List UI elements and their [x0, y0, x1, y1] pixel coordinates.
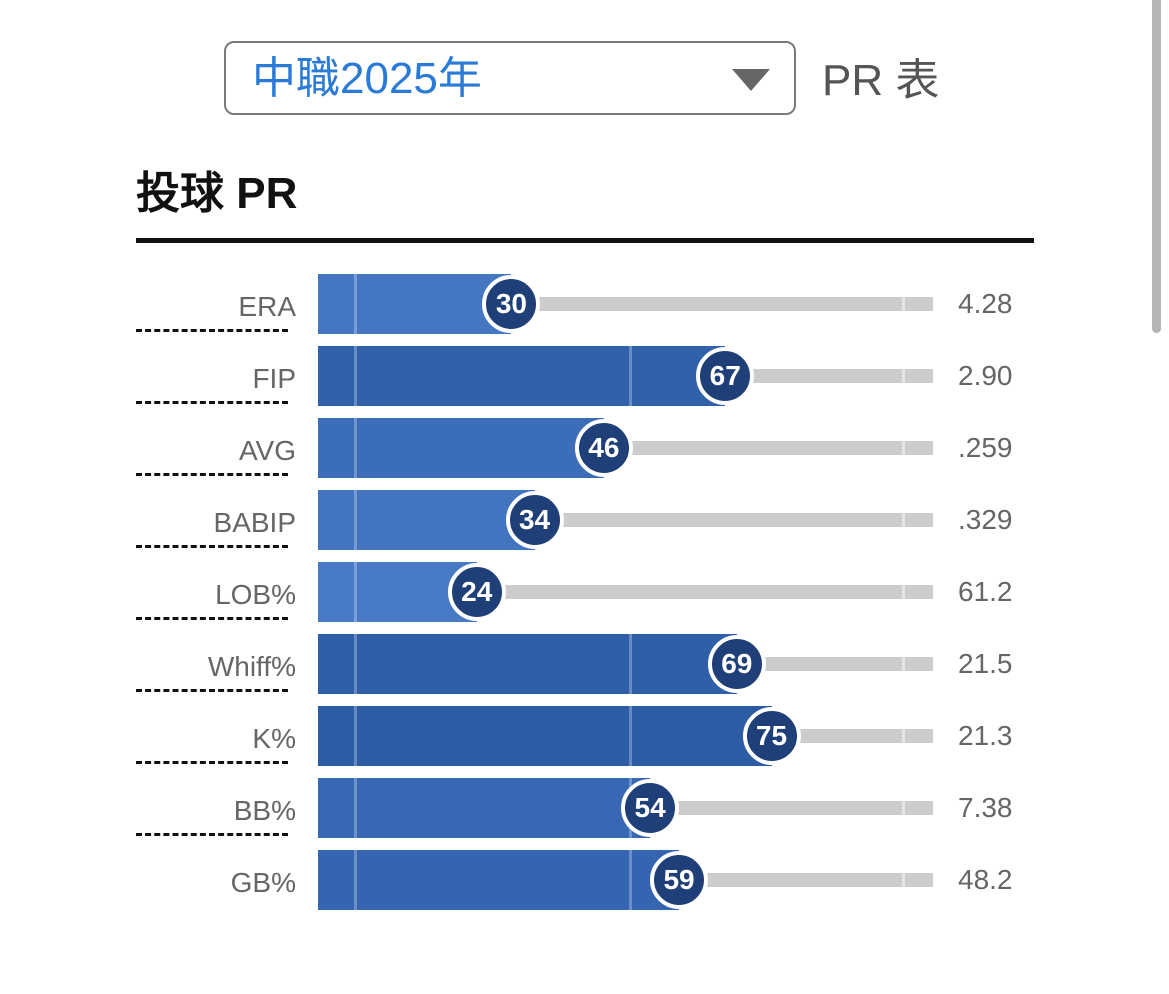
- league-year-select-value: 中職2025年: [252, 54, 482, 103]
- gridline-90: [902, 657, 905, 671]
- gridline-50: [629, 850, 632, 910]
- stat-value: 2.90: [958, 360, 1013, 391]
- pr-badge: 34: [505, 491, 564, 549]
- pr-badge: 75: [742, 707, 801, 765]
- pr-bar: [318, 850, 680, 910]
- row-separator: [136, 473, 288, 476]
- pr-row: BB% 54 7.38: [0, 761, 1169, 838]
- pr-row: K% 75 21.3: [0, 689, 1169, 766]
- gridline-90: [902, 873, 905, 887]
- pr-badge: 46: [574, 419, 633, 477]
- gridline-10: [354, 562, 357, 622]
- gridline-90: [902, 297, 905, 311]
- stat-value: .329: [958, 504, 1013, 535]
- pr-bar: [318, 778, 651, 838]
- pr-track: [650, 801, 933, 815]
- gridline-10: [354, 778, 357, 838]
- pr-track: [725, 369, 933, 383]
- gridline-50: [629, 706, 632, 766]
- pr-badge: 30: [482, 275, 541, 333]
- stat-label: BB%: [233, 795, 296, 826]
- row-separator: [136, 689, 288, 692]
- row-separator: [136, 545, 288, 548]
- pr-bar: [318, 346, 726, 406]
- stat-label: ERA: [238, 291, 296, 322]
- pr-row: AVG 46 .259: [0, 401, 1169, 478]
- gridline-10: [354, 706, 357, 766]
- page-title-suffix: PR 表: [822, 56, 940, 105]
- stat-label: LOB%: [215, 579, 296, 610]
- row-separator: [136, 617, 288, 620]
- gridline-10: [354, 490, 357, 550]
- chevron-down-icon: [732, 69, 770, 91]
- gridline-10: [354, 274, 357, 334]
- stat-value: 7.38: [958, 792, 1013, 823]
- pr-row: ERA 30 4.28: [0, 274, 1169, 334]
- pr-badge: 67: [696, 347, 755, 405]
- gridline-10: [354, 850, 357, 910]
- gridline-90: [902, 513, 905, 527]
- pr-row: FIP 67 2.90: [0, 329, 1169, 406]
- pr-track: [679, 873, 933, 887]
- gridline-10: [354, 634, 357, 694]
- gridline-90: [902, 441, 905, 455]
- stat-value: 61.2: [958, 576, 1013, 607]
- pr-bar: [318, 418, 604, 478]
- stat-label: AVG: [238, 435, 296, 466]
- stat-value: 48.2: [958, 864, 1013, 895]
- row-separator: [136, 761, 288, 764]
- gridline-10: [354, 346, 357, 406]
- gridline-90: [902, 729, 905, 743]
- pr-badge: 69: [707, 635, 766, 693]
- pr-bar: [318, 706, 772, 766]
- pr-bar: [318, 274, 512, 334]
- stat-label: BABIP: [213, 507, 296, 538]
- pr-row: LOB% 24 61.2: [0, 545, 1169, 622]
- pr-badge: 59: [650, 851, 709, 909]
- row-separator: [136, 329, 288, 332]
- row-separator: [136, 833, 288, 836]
- stat-value: 4.28: [958, 288, 1013, 319]
- vertical-scrollbar[interactable]: [1152, 0, 1161, 333]
- pr-badge: 54: [621, 779, 680, 837]
- pr-track: [736, 657, 933, 671]
- pr-track: [534, 513, 933, 527]
- stat-value: 21.3: [958, 720, 1013, 751]
- gridline-50: [629, 634, 632, 694]
- section-divider: [136, 238, 1034, 243]
- stat-value: 21.5: [958, 648, 1013, 679]
- pr-row: Whiff% 69 21.5: [0, 617, 1169, 694]
- pr-row: GB% 59 48.2: [0, 833, 1169, 910]
- pr-track: [771, 729, 933, 743]
- pr-badge: 24: [447, 563, 506, 621]
- pr-track: [603, 441, 933, 455]
- pr-track: [511, 297, 933, 311]
- gridline-10: [354, 418, 357, 478]
- gridline-90: [902, 369, 905, 383]
- section-title: 投球 PR: [136, 169, 298, 218]
- gridline-90: [902, 801, 905, 815]
- stat-label: FIP: [252, 363, 296, 394]
- stat-value: .259: [958, 432, 1013, 463]
- league-year-select[interactable]: 中職2025年: [224, 41, 796, 115]
- gridline-90: [902, 585, 905, 599]
- pr-row: BABIP 34 .329: [0, 473, 1169, 550]
- row-separator: [136, 401, 288, 404]
- pr-bar: [318, 490, 535, 550]
- gridline-50: [629, 346, 632, 406]
- stat-label: Whiff%: [207, 651, 296, 682]
- stat-label: K%: [252, 723, 296, 754]
- pr-track: [476, 585, 933, 599]
- stat-label: GB%: [230, 867, 296, 898]
- pr-bar: [318, 634, 737, 694]
